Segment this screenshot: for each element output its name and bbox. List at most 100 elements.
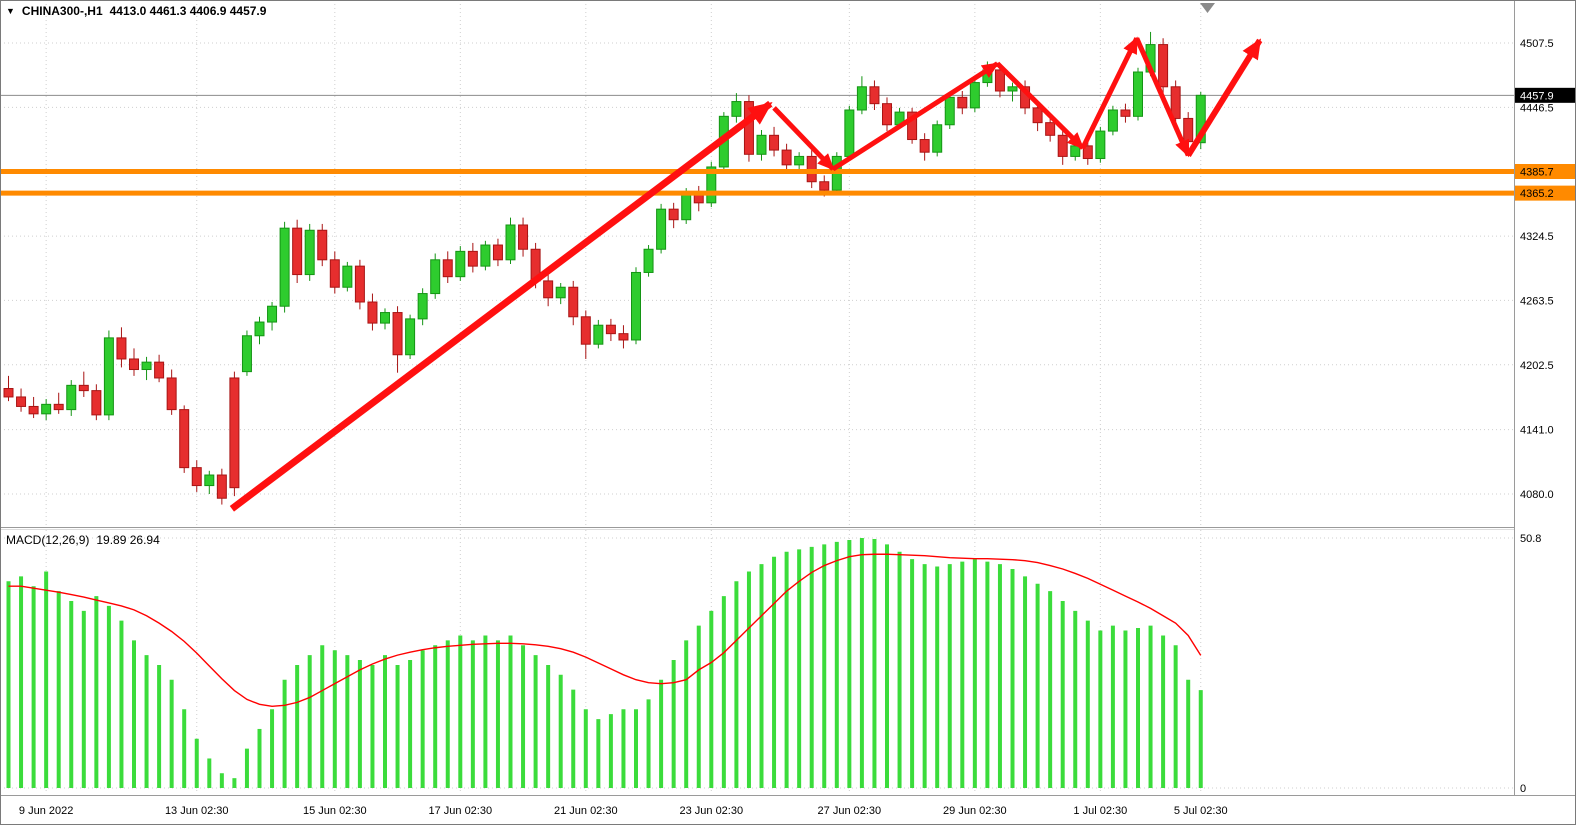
candle-body (41, 403, 52, 415)
candle-body (367, 301, 378, 324)
candle-body (543, 280, 554, 299)
price-tick-label: 4080.0 (1520, 489, 1554, 501)
macd-indicator-values: 19.89 26.94 (96, 533, 160, 547)
candle-body (869, 86, 880, 105)
candle-body (1195, 94, 1206, 144)
candle-body (731, 101, 742, 117)
candle-body (267, 305, 278, 323)
macd-signal-line (8, 553, 1202, 708)
price-tick-label: 4202.5 (1520, 360, 1554, 372)
ohlc-values: 4413.0 4461.3 4406.9 4457.9 (109, 4, 267, 18)
level-price-tag (1515, 163, 1576, 179)
candle-body (179, 409, 190, 469)
candle-body (1158, 44, 1169, 88)
candle-body (907, 111, 918, 141)
candle-body (241, 335, 252, 373)
symbol-dropdown-icon[interactable]: ▼ (6, 5, 15, 16)
price-axis[interactable]: 4507.5 4446.5 4324.5 4263.5 4202.5 4141.0 4080… (1515, 38, 1576, 795)
current-price-label: 4457.9 (1520, 90, 1554, 102)
candle-body (354, 265, 365, 303)
trend-arrow[interactable] (229, 100, 773, 512)
candle-body (882, 103, 892, 126)
candle-body (794, 155, 805, 166)
candle-body (706, 166, 717, 204)
macd-indicator-label: MACD(12,26,9) (6, 533, 90, 547)
candle-body (154, 361, 165, 379)
level-price-tag (1515, 185, 1576, 201)
candle-body (969, 82, 980, 109)
time-axis[interactable]: 9 Jun 2022 13 Jun 02:30 15 Jun 02:30 17 Jun… (19, 805, 1228, 817)
candle-body (1170, 86, 1181, 119)
candle-body (957, 96, 968, 109)
candle-body (216, 474, 227, 499)
candle-body (342, 265, 353, 288)
price-tick-label: 4324.5 (1520, 231, 1554, 243)
candle-body (78, 384, 89, 392)
time-tick-label: 29 Jun 02:30 (943, 805, 1007, 817)
candle-body (116, 337, 127, 360)
candle-body (1070, 145, 1081, 157)
candle-body (166, 377, 177, 411)
candle-body (518, 224, 529, 250)
candle-body (1120, 109, 1131, 117)
time-tick-label: 5 Jul 02:30 (1174, 805, 1228, 817)
candle-body (405, 318, 416, 356)
candle-body (380, 312, 390, 324)
candle-body (455, 250, 466, 278)
candle-body (103, 337, 114, 416)
candle-body (317, 229, 328, 261)
candle-body (618, 333, 629, 341)
chart-header: ▼ CHINA300-,H1 4413.0 4461.3 4406.9 4457… (6, 4, 266, 18)
candle-body (743, 101, 754, 155)
candle-body (66, 384, 77, 411)
price-tick-label: 4263.5 (1520, 295, 1554, 307)
price-pane[interactable] (0, 0, 1514, 527)
candle-body (781, 149, 792, 166)
candle-body (580, 316, 591, 345)
candle-body (480, 244, 491, 267)
candle-body (932, 124, 943, 153)
candle-body (1082, 145, 1093, 160)
candle-body (1107, 109, 1118, 132)
scroll-to-end-icon (1200, 3, 1215, 13)
trend-arrow[interactable] (831, 61, 1000, 172)
candle-body (53, 403, 64, 411)
candle-body (994, 69, 1005, 92)
trend-arrow[interactable] (772, 106, 835, 171)
candle-body (756, 134, 767, 155)
candle-body (141, 361, 152, 371)
macd-header: MACD(12,26,9) 19.89 26.94 (6, 533, 160, 547)
symbol-period-label: CHINA300-,H1 (21, 4, 103, 18)
time-tick-label: 17 Jun 02:30 (428, 805, 492, 817)
price-tick-label: 4141.0 (1520, 425, 1554, 437)
candle-body (392, 312, 403, 356)
level-price-label: 4365.2 (1520, 188, 1554, 200)
candle-body (605, 324, 616, 335)
time-tick-label: 23 Jun 02:30 (679, 805, 743, 817)
candle-body (229, 377, 240, 489)
candle-body (1057, 134, 1068, 157)
candle-body (3, 388, 14, 398)
candle-body (329, 259, 340, 288)
trend-arrow[interactable] (1185, 38, 1263, 157)
candle-body (204, 474, 215, 487)
candle-body (492, 244, 503, 261)
level-price-label: 4385.7 (1520, 166, 1554, 178)
candle-body (555, 286, 566, 299)
candle-body (505, 224, 516, 261)
candle-body (1045, 122, 1056, 136)
candle-body (944, 96, 955, 126)
trend-arrow[interactable] (1134, 37, 1191, 158)
price-tick-label: 4507.5 (1520, 38, 1554, 50)
candle-body (819, 181, 830, 191)
candle-body (856, 86, 867, 111)
candle-body (16, 396, 27, 407)
macd-pane[interactable] (0, 530, 1514, 792)
candle-body (91, 390, 102, 416)
candle-body (28, 405, 39, 415)
trend-arrow[interactable] (1080, 36, 1139, 150)
time-tick-label: 13 Jun 02:30 (165, 805, 229, 817)
candle-body (430, 259, 441, 295)
trend-arrow[interactable] (995, 61, 1085, 150)
